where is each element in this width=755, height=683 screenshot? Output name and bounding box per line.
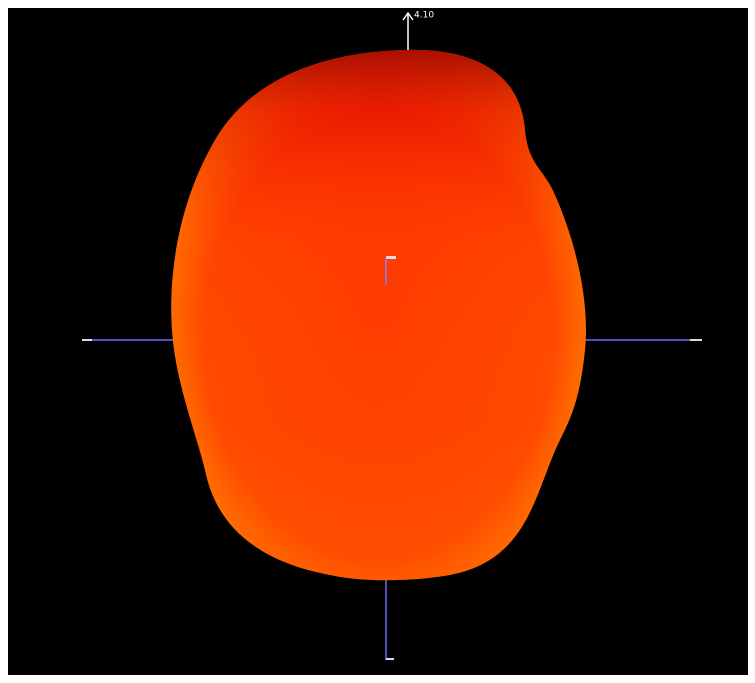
x-axis-label — [690, 339, 702, 341]
x-axis-label — [82, 339, 92, 341]
y-axis-label — [386, 256, 396, 259]
annotation: 4.10 — [414, 11, 434, 21]
pattern-surface — [171, 49, 586, 581]
up-arrow — [402, 11, 414, 50]
lobe-shade — [171, 49, 586, 581]
z-axis-label — [386, 658, 394, 660]
